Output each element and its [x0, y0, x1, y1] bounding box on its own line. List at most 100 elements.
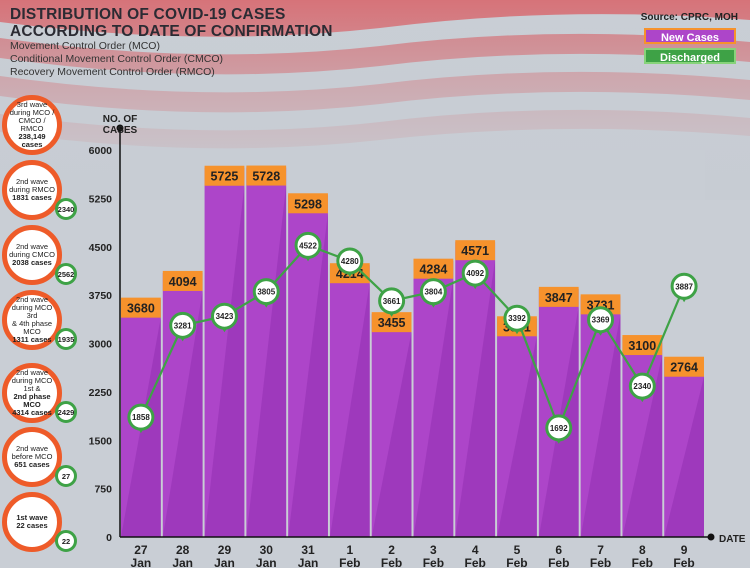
- bar-label-box: [538, 286, 579, 307]
- wave-text-line: 651 cases: [14, 460, 50, 469]
- wave-circle: 2nd wave before MCO 651 cases: [2, 427, 62, 487]
- wave-text-line: during MCO /: [9, 108, 55, 117]
- wave-text-line: 22 cases: [16, 521, 48, 530]
- x-tick-label-month: Jan: [298, 556, 319, 568]
- x-tick-label-month: Jan: [256, 556, 277, 568]
- wave-circle: 2nd wave during CMCO 2038 cases: [2, 225, 62, 285]
- bar-value-label: 3100: [628, 339, 656, 353]
- y-tick-label: 3750: [89, 290, 113, 302]
- x-tick-label-month: Feb: [465, 556, 486, 568]
- bar-value-label: 4284: [419, 263, 447, 277]
- bar-value-label: 5298: [294, 197, 322, 211]
- wave-discharged-badge: 2429: [55, 401, 77, 423]
- x-tick-label-day: 4: [472, 543, 479, 557]
- x-tick-label-day: 6: [555, 543, 562, 557]
- subtitle-cmco: Conditional Movement Control Order (CMCO…: [10, 53, 223, 65]
- x-tick-label-day: 1: [346, 543, 353, 557]
- x-tick-label-month: Feb: [548, 556, 569, 568]
- wave-text-line: 238,149: [18, 132, 46, 141]
- bar-label-box: [455, 240, 496, 261]
- legend-new-cases: New Cases: [644, 28, 736, 44]
- discharged-marker: [252, 278, 280, 306]
- discharged-value-label: 2340: [633, 382, 651, 391]
- x-tick-label-day: 5: [514, 543, 521, 557]
- discharged-marker: [587, 306, 615, 334]
- x-tick-label-day: 31: [301, 543, 315, 557]
- wave-text-line: 2nd wave: [15, 368, 49, 377]
- x-tick-label-day: 9: [681, 543, 688, 557]
- wave-text-line: 2nd wave: [15, 295, 49, 304]
- x-tick-label-day: 7: [597, 543, 604, 557]
- wave-circle: 2nd wave during RMCO 1831 cases: [2, 160, 62, 220]
- wave-discharged-badge: 1935: [55, 328, 77, 350]
- x-axis-label: DATE: [719, 534, 746, 545]
- x-tick-label-day: 2: [388, 543, 395, 557]
- x-tick-label-day: 27: [134, 543, 148, 557]
- wave-text-line: 1311 cases: [12, 335, 52, 344]
- bar-shade: [162, 290, 203, 537]
- y-tick-label: 2250: [89, 387, 113, 399]
- wave-text-line: 2nd wave: [15, 177, 49, 186]
- discharged-marker: [545, 414, 573, 442]
- discharged-value-label: 4522: [299, 241, 317, 250]
- bar-shade: [622, 355, 663, 537]
- x-axis-cap: [707, 533, 715, 541]
- wave-text-line: 2038 cases: [12, 258, 52, 267]
- discharged-value-label: 3423: [216, 312, 234, 321]
- x-tick-label-month: Feb: [590, 556, 611, 568]
- legend-discharged: Discharged: [644, 48, 736, 64]
- wave-text-line: 2nd phase MCO: [13, 392, 51, 409]
- wave-text-line: 1831 cases: [12, 193, 52, 202]
- bar-value-label: 5725: [211, 170, 239, 184]
- wave-circle: 1st wave 22 cases: [2, 492, 62, 552]
- discharged-value-label: 1858: [132, 413, 150, 422]
- bar-label-box: [622, 335, 663, 356]
- discharged-value-label: 3281: [174, 321, 192, 330]
- y-tick-label: 1500: [89, 435, 113, 447]
- x-tick-label-month: Jan: [131, 556, 152, 568]
- source-text: Source: CPRC, MOH: [640, 12, 738, 23]
- wave-text-line: before MCO: [11, 452, 53, 461]
- bar-shade: [413, 278, 454, 537]
- bar-label-box: [204, 165, 245, 186]
- discharged-value-label: 3369: [592, 316, 610, 325]
- wave-discharged-badge: 2562: [55, 263, 77, 285]
- discharged-marker: [461, 259, 489, 287]
- bar-value-label: 3680: [127, 302, 155, 316]
- discharged-marker: [378, 287, 406, 315]
- wave-text-line: cases: [21, 140, 43, 149]
- wave-text-line: during RMCO: [9, 185, 55, 194]
- x-tick-label-month: Feb: [673, 556, 694, 568]
- discharged-marker: [336, 247, 364, 275]
- wave-text-line: during CMCO: [9, 250, 55, 259]
- discharged-marker: [169, 311, 197, 339]
- bar-label-box: [162, 270, 203, 291]
- discharged-value-label: 4092: [466, 269, 484, 278]
- y-tick-label: 750: [94, 484, 112, 496]
- discharged-value-label: 3661: [383, 297, 401, 306]
- bar-value-label: 4571: [461, 244, 489, 258]
- bar-shade: [246, 185, 287, 537]
- discharged-value-label: 3392: [508, 314, 526, 323]
- x-tick-label-month: Jan: [172, 556, 193, 568]
- bar-shade: [371, 332, 412, 537]
- discharged-marker: [628, 372, 656, 400]
- wave-text-line: 2nd wave: [15, 444, 49, 453]
- discharged-marker: [670, 272, 698, 300]
- wave-circle: 2nd wave during MCO 1st & 2nd phase MCO 431…: [2, 363, 62, 423]
- wave-discharged-badge: 27: [55, 465, 77, 487]
- bar-shade: [455, 260, 496, 537]
- bar-value-label: 3847: [545, 291, 573, 305]
- y-tick-label: 3000: [89, 339, 113, 351]
- wave-text-line: 2nd wave: [15, 242, 49, 251]
- bar-label-box: [288, 193, 328, 214]
- y-tick-label: 0: [106, 532, 112, 544]
- wave-discharged-badge: 2340: [55, 198, 77, 220]
- bar-label-box: [371, 312, 412, 333]
- chart-header: DISTRIBUTION OF COVID-19 CASES ACCORDING…: [10, 6, 333, 79]
- subtitle-mco: Movement Control Order (MCO): [10, 40, 160, 52]
- wave-circle: 2nd wave during MCO 3rd & 4th phase MCO 131…: [2, 290, 62, 350]
- bar-value-label: 5728: [252, 170, 280, 184]
- discharged-marker: [419, 278, 447, 306]
